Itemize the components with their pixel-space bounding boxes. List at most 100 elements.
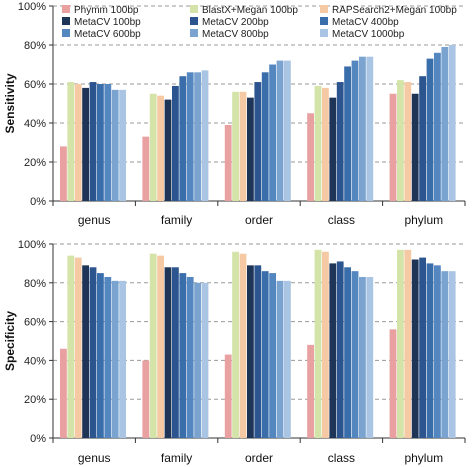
- y-tick-label: 60%: [24, 79, 46, 91]
- bar-metacv-600bp-order: [269, 273, 276, 438]
- bar-blastx-megan-100bp-phylum: [397, 249, 404, 438]
- legend-swatch: [320, 17, 328, 25]
- bar-metacv-100bp-genus: [82, 87, 89, 201]
- bar-metacv-600bp-class: [351, 271, 359, 438]
- legend-label: MetaCV 1000bp: [332, 29, 405, 40]
- y-tick-label: 80%: [24, 278, 46, 290]
- bar-metacv-200bp-genus: [89, 267, 97, 438]
- bar-metacv-400bp-class: [344, 267, 351, 438]
- bar-metacv-100bp-phylum: [411, 259, 419, 438]
- bar-phymm-100bp-order: [224, 124, 232, 201]
- y-tick-label: 100%: [18, 1, 46, 13]
- bar-phymm-100bp-genus: [60, 146, 67, 201]
- category-label: order: [245, 451, 273, 465]
- legend-label: BlastX+Megan 100bp: [202, 5, 298, 16]
- bar-metacv-1000bp-phylum: [448, 271, 456, 438]
- legend-swatch: [190, 29, 198, 37]
- y-tick-label: 40%: [24, 118, 46, 130]
- category-label: phylum: [404, 213, 443, 227]
- y-tick-label: 0%: [30, 196, 46, 208]
- bar-metacv-800bp-genus: [111, 89, 119, 201]
- bar-metacv-100bp-class: [329, 263, 337, 438]
- y-tick-label: 20%: [24, 157, 46, 169]
- legend-label: Phymm 100bp: [74, 5, 139, 16]
- bar-rapsearch2-megan-100bp-genus: [74, 257, 82, 438]
- bar-metacv-1000bp-phylum: [448, 45, 456, 201]
- bar-metacv-400bp-genus: [97, 273, 104, 438]
- bar-blastx-megan-100bp-order: [232, 251, 239, 438]
- bar-metacv-800bp-phylum: [441, 46, 449, 202]
- legend-label: MetaCV 400bp: [332, 17, 399, 28]
- bar-rapsearch2-megan-100bp-order: [239, 91, 247, 201]
- bar-metacv-800bp-family: [194, 72, 201, 201]
- category-label: phylum: [404, 451, 443, 465]
- bar-metacv-600bp-phylum: [434, 52, 441, 201]
- legend-swatch: [190, 17, 198, 25]
- bar-rapsearch2-megan-100bp-genus: [74, 84, 82, 201]
- bar-metacv-400bp-order: [261, 271, 269, 438]
- bar-phymm-100bp-family: [142, 360, 150, 438]
- bar-rapsearch2-megan-100bp-phylum: [404, 82, 412, 201]
- bar-metacv-1000bp-family: [201, 70, 209, 201]
- bar-phymm-100bp-family: [142, 136, 150, 201]
- category-label: order: [245, 213, 273, 227]
- bar-blastx-megan-100bp-class: [314, 85, 322, 201]
- legend-label: MetaCV 100bp: [74, 17, 141, 28]
- category-label: genus: [78, 213, 111, 227]
- bar-metacv-200bp-phylum: [419, 257, 426, 438]
- legend-swatch: [62, 17, 70, 25]
- bar-metacv-200bp-family: [172, 85, 179, 201]
- bar-metacv-200bp-class: [336, 261, 344, 438]
- bar-phymm-100bp-class: [307, 344, 314, 438]
- y-tick-label: 100%: [18, 239, 46, 251]
- category-label: family: [161, 213, 192, 227]
- bar-metacv-800bp-order: [276, 280, 284, 438]
- y-tick-label: 40%: [24, 355, 46, 367]
- bar-rapsearch2-megan-100bp-phylum: [404, 249, 412, 438]
- bar-blastx-megan-100bp-genus: [67, 255, 75, 438]
- bar-metacv-800bp-family: [194, 282, 201, 438]
- bar-rapsearch2-megan-100bp-family: [157, 95, 164, 201]
- bar-metacv-200bp-phylum: [419, 76, 426, 201]
- bar-metacv-1000bp-genus: [119, 89, 126, 201]
- legend-swatch: [320, 5, 328, 13]
- bar-metacv-1000bp-genus: [119, 280, 126, 438]
- legend-swatch: [62, 29, 70, 37]
- bar-phymm-100bp-genus: [60, 348, 67, 438]
- category-label: class: [328, 213, 355, 227]
- y-tick-label: 60%: [24, 317, 46, 329]
- bar-phymm-100bp-phylum: [389, 329, 397, 438]
- bar-metacv-800bp-class: [359, 56, 366, 202]
- y-tick-label: 0%: [30, 433, 46, 445]
- legend-label: MetaCV 200bp: [202, 17, 269, 28]
- bar-metacv-200bp-class: [336, 82, 344, 201]
- bar-metacv-100bp-genus: [82, 265, 89, 438]
- legend-swatch: [320, 29, 328, 37]
- legend-swatch: [62, 5, 70, 13]
- bar-metacv-800bp-order: [276, 60, 284, 201]
- bar-phymm-100bp-order: [224, 354, 232, 438]
- bar-metacv-600bp-order: [269, 64, 276, 201]
- bar-rapsearch2-megan-100bp-order: [239, 253, 247, 438]
- bar-metacv-200bp-genus: [89, 82, 97, 201]
- bar-metacv-100bp-class: [329, 97, 337, 201]
- legend-label: MetaCV 600bp: [74, 29, 141, 40]
- legend-swatch: [190, 5, 198, 13]
- y-axis-label: Sensitivity: [3, 73, 17, 133]
- bar-metacv-600bp-genus: [104, 276, 112, 438]
- bar-phymm-100bp-class: [307, 113, 314, 201]
- bar-metacv-1000bp-class: [366, 276, 374, 438]
- bar-metacv-400bp-class: [344, 66, 351, 201]
- bar-phymm-100bp-phylum: [389, 93, 397, 201]
- bar-metacv-800bp-class: [359, 276, 366, 438]
- bar-metacv-200bp-family: [172, 267, 179, 438]
- bar-rapsearch2-megan-100bp-class: [322, 87, 329, 201]
- bar-metacv-200bp-order: [254, 265, 262, 438]
- bar-metacv-400bp-family: [179, 273, 187, 438]
- bar-blastx-megan-100bp-order: [232, 91, 239, 201]
- y-axis-label: Specificity: [3, 311, 17, 371]
- category-label: genus: [78, 451, 111, 465]
- bar-metacv-100bp-order: [247, 265, 254, 438]
